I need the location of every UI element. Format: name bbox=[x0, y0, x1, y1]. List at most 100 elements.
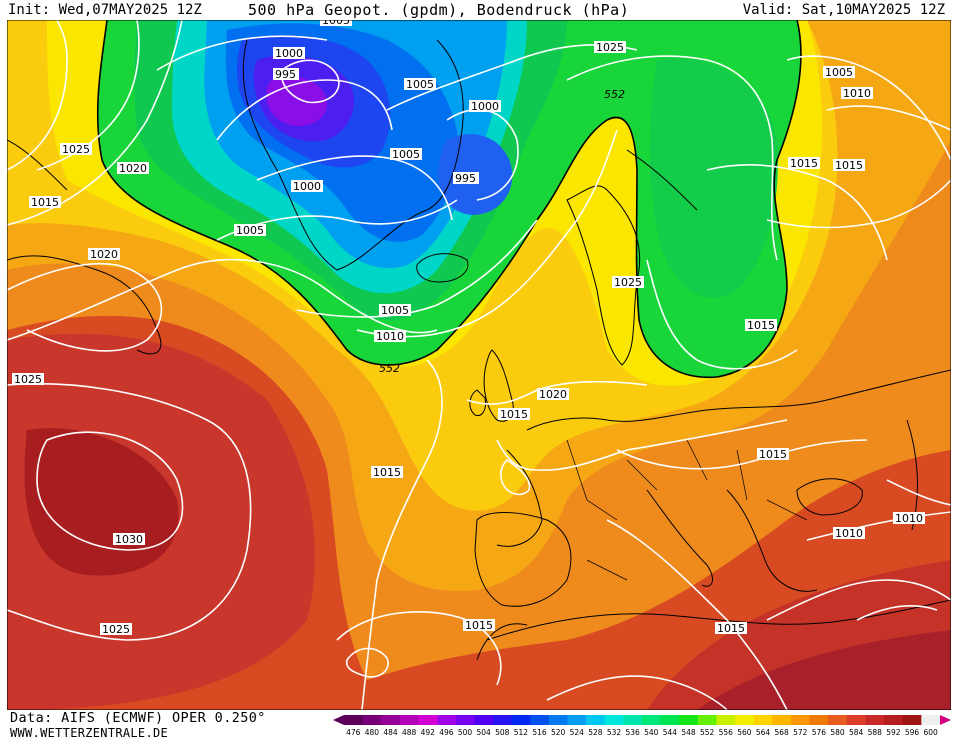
scale-swatch bbox=[716, 715, 736, 725]
scale-tick-label: 512 bbox=[514, 728, 529, 737]
svg-text:1030: 1030 bbox=[115, 533, 143, 546]
scale-swatch bbox=[902, 715, 922, 725]
scale-swatch bbox=[679, 715, 699, 725]
scale-swatch bbox=[642, 715, 662, 725]
scale-tick-label: 568 bbox=[775, 728, 790, 737]
scale-tick-label: 580 bbox=[830, 728, 845, 737]
svg-text:995: 995 bbox=[455, 172, 476, 185]
scale-tick-label: 532 bbox=[607, 728, 622, 737]
svg-text:1010: 1010 bbox=[376, 330, 404, 343]
scale-tick-label: 560 bbox=[737, 728, 752, 737]
valid-time-label: Valid: Sat,10MAY2025 12Z bbox=[742, 2, 945, 18]
scale-swatch bbox=[623, 715, 643, 725]
scale-tick-label: 548 bbox=[681, 728, 696, 737]
svg-text:1005: 1005 bbox=[825, 66, 853, 79]
scale-swatch bbox=[791, 715, 811, 725]
scale-swatch bbox=[437, 715, 457, 725]
isobar-label-21: 1010 bbox=[374, 330, 406, 343]
isobar-label-group: 1005 1000 995 1005 1000 1025 552 1005 10… bbox=[12, 20, 925, 636]
color-scale: 476 480 484 488 492 496 500 504 508 512 516 520 524 5… bbox=[333, 715, 951, 737]
scale-tick-label: 540 bbox=[644, 728, 659, 737]
scale-swatch bbox=[846, 715, 866, 725]
svg-text:552: 552 bbox=[604, 88, 625, 101]
scale-swatch bbox=[735, 715, 755, 725]
scale-swatch bbox=[511, 715, 531, 725]
isobar-label-26: 1015 bbox=[371, 466, 403, 479]
scale-swatch bbox=[921, 715, 941, 725]
svg-text:1015: 1015 bbox=[373, 466, 401, 479]
svg-text:1020: 1020 bbox=[539, 388, 567, 401]
scale-swatch bbox=[344, 715, 364, 725]
isobar-label-29: 1015 bbox=[757, 448, 789, 461]
isobar-label-4: 1005 bbox=[404, 78, 436, 91]
svg-text:1010: 1010 bbox=[835, 527, 863, 540]
svg-text:1020: 1020 bbox=[119, 162, 147, 175]
isobar-label-32: 1015 bbox=[463, 619, 495, 632]
isobar-label-23: 1025 bbox=[12, 373, 44, 386]
isobar-label-9: 995 bbox=[453, 172, 479, 185]
scale-swatch bbox=[455, 715, 475, 725]
isobar-label-33: 1015 bbox=[715, 622, 747, 635]
scale-tick-label: 564 bbox=[756, 728, 771, 737]
scale-swatch bbox=[604, 715, 624, 725]
scale-swatch bbox=[381, 715, 401, 725]
isobar-label-5: 1000 bbox=[469, 100, 501, 113]
svg-text:1005: 1005 bbox=[236, 224, 264, 237]
contour-552-label-1: 552 bbox=[604, 88, 625, 101]
scale-swatch bbox=[362, 715, 382, 725]
data-source-label: Data: AIFS (ECMWF) OPER 0.250° bbox=[10, 710, 266, 726]
isobar-label-28: 1010 bbox=[893, 512, 925, 525]
scale-swatch bbox=[399, 715, 419, 725]
svg-text:1000: 1000 bbox=[293, 180, 321, 193]
isobar-label-14: 1015 bbox=[788, 157, 820, 170]
isobar-label-2: 1000 bbox=[273, 47, 305, 60]
scale-tick-label: 504 bbox=[477, 728, 492, 737]
scale-swatch bbox=[828, 715, 848, 725]
scale-tick-label: 488 bbox=[402, 728, 417, 737]
isobar-label-1: 1005 bbox=[320, 20, 352, 27]
scale-swatch bbox=[493, 715, 513, 725]
scale-tick-label: 500 bbox=[458, 728, 473, 737]
scale-tick-label: 588 bbox=[868, 728, 883, 737]
svg-text:1025: 1025 bbox=[102, 623, 130, 636]
svg-text:1005: 1005 bbox=[392, 148, 420, 161]
scale-swatch bbox=[567, 715, 587, 725]
scale-swatch bbox=[660, 715, 680, 725]
scale-tick-label: 480 bbox=[365, 728, 380, 737]
isobar-label-10: 1025 bbox=[60, 143, 92, 156]
scale-swatch bbox=[865, 715, 885, 725]
scale-swatch bbox=[530, 715, 550, 725]
scale-swatch bbox=[753, 715, 773, 725]
scale-tick-label: 600 bbox=[924, 728, 939, 737]
isobar-label-12: 1005 bbox=[823, 66, 855, 79]
svg-text:1015: 1015 bbox=[31, 196, 59, 209]
isobar-label-11: 1020 bbox=[117, 162, 149, 175]
svg-text:1025: 1025 bbox=[596, 41, 624, 54]
svg-text:1015: 1015 bbox=[747, 319, 775, 332]
isobar-label-13: 1000 bbox=[291, 180, 323, 193]
isobar-label-31: 1025 bbox=[100, 623, 132, 636]
scale-tick-label: 520 bbox=[551, 728, 566, 737]
svg-text:1020: 1020 bbox=[90, 248, 118, 261]
contour-552-label-2: 552 bbox=[379, 362, 400, 375]
scale-tick-label: 552 bbox=[700, 728, 715, 737]
svg-text:1005: 1005 bbox=[381, 304, 409, 317]
svg-text:1000: 1000 bbox=[275, 47, 303, 60]
isobar-label-15: 1015 bbox=[833, 159, 865, 172]
scale-swatch bbox=[548, 715, 568, 725]
scale-tick-label: 584 bbox=[849, 728, 864, 737]
scale-tick-label: 476 bbox=[346, 728, 361, 737]
scale-swatch bbox=[809, 715, 829, 725]
scale-swatch bbox=[586, 715, 606, 725]
svg-text:1015: 1015 bbox=[465, 619, 493, 632]
scale-tick-label: 496 bbox=[439, 728, 454, 737]
isobar-label-8: 1010 bbox=[841, 87, 873, 100]
svg-text:1005: 1005 bbox=[406, 78, 434, 91]
svg-text:1010: 1010 bbox=[843, 87, 871, 100]
scale-swatch bbox=[418, 715, 438, 725]
isobar-label-17: 1005 bbox=[234, 224, 266, 237]
isobar-label-24: 1020 bbox=[537, 388, 569, 401]
scale-swatch bbox=[474, 715, 494, 725]
isobar-label-20: 1005 bbox=[379, 304, 411, 317]
